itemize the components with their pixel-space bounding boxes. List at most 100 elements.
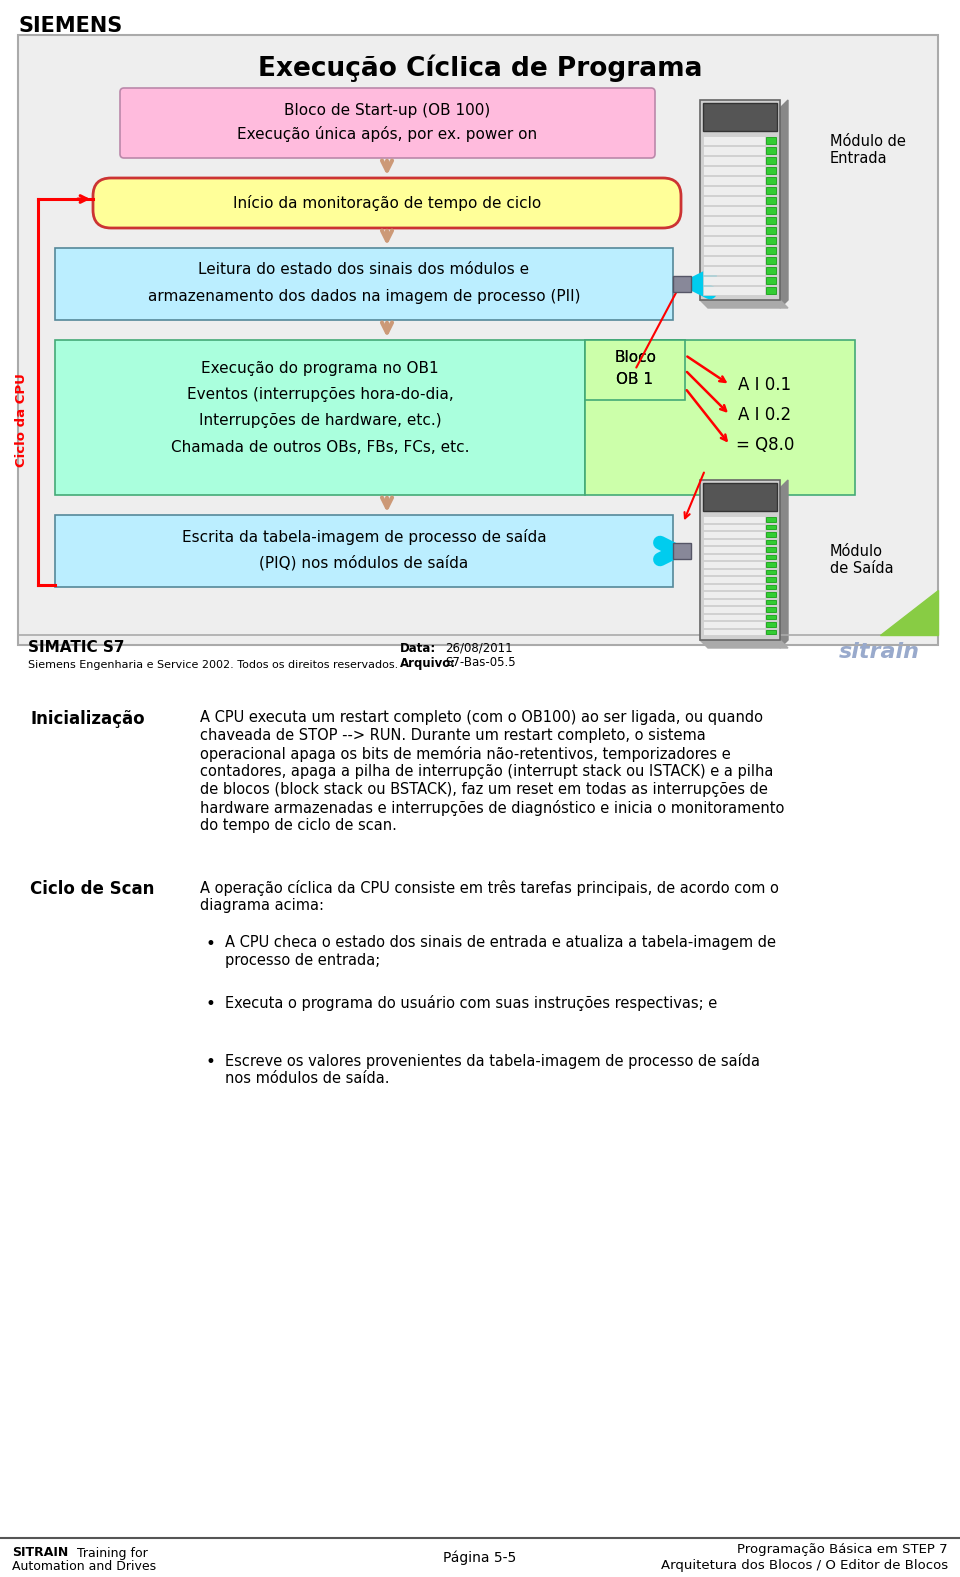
Polygon shape xyxy=(780,99,788,308)
FancyBboxPatch shape xyxy=(766,599,776,604)
Text: Leitura do estado dos sinais dos módulos e: Leitura do estado dos sinais dos módulos… xyxy=(199,262,530,278)
Text: Interrupções de hardware, etc.): Interrupções de hardware, etc.) xyxy=(199,413,442,427)
FancyBboxPatch shape xyxy=(55,341,585,495)
Text: Executa o programa do usuário com suas instruções respectivas; e: Executa o programa do usuário com suas i… xyxy=(225,995,717,1011)
Text: de blocos (block stack ou BSTACK), faz um reset em todas as interrupções de: de blocos (block stack ou BSTACK), faz u… xyxy=(200,782,768,796)
FancyBboxPatch shape xyxy=(766,517,776,522)
FancyBboxPatch shape xyxy=(703,147,765,155)
FancyBboxPatch shape xyxy=(766,137,776,144)
FancyBboxPatch shape xyxy=(766,207,776,214)
FancyBboxPatch shape xyxy=(93,178,681,229)
Text: •: • xyxy=(205,1053,215,1071)
FancyBboxPatch shape xyxy=(703,568,765,576)
Text: Eventos (interrupções hora-do-dia,: Eventos (interrupções hora-do-dia, xyxy=(186,388,453,402)
FancyBboxPatch shape xyxy=(703,156,765,166)
FancyBboxPatch shape xyxy=(673,276,691,292)
Text: A I 0.2: A I 0.2 xyxy=(738,405,792,424)
Text: armazenamento dos dados na imagem de processo (PII): armazenamento dos dados na imagem de pro… xyxy=(148,289,580,303)
Text: Arquivo:: Arquivo: xyxy=(400,656,456,670)
FancyBboxPatch shape xyxy=(766,287,776,293)
FancyBboxPatch shape xyxy=(766,218,776,224)
FancyBboxPatch shape xyxy=(585,341,855,495)
Polygon shape xyxy=(700,300,788,308)
FancyBboxPatch shape xyxy=(55,516,673,587)
FancyBboxPatch shape xyxy=(703,255,765,265)
FancyBboxPatch shape xyxy=(766,621,776,626)
FancyBboxPatch shape xyxy=(703,516,765,522)
FancyBboxPatch shape xyxy=(703,216,765,226)
FancyBboxPatch shape xyxy=(766,569,776,574)
FancyBboxPatch shape xyxy=(766,577,776,582)
FancyBboxPatch shape xyxy=(585,341,685,401)
Text: Bloco: Bloco xyxy=(614,350,656,366)
Text: hardware armazenadas e interrupções de diagnóstico e inicia o monitoramento: hardware armazenadas e interrupções de d… xyxy=(200,800,784,815)
FancyBboxPatch shape xyxy=(766,607,776,612)
Text: nos módulos de saída.: nos módulos de saída. xyxy=(225,1071,390,1087)
FancyBboxPatch shape xyxy=(766,629,776,634)
Text: Bloco: Bloco xyxy=(614,350,656,366)
FancyBboxPatch shape xyxy=(766,278,776,284)
Text: Página 5-5: Página 5-5 xyxy=(444,1550,516,1566)
FancyBboxPatch shape xyxy=(766,267,776,274)
FancyBboxPatch shape xyxy=(703,524,765,530)
Text: Escrita da tabela-imagem de processo de saída: Escrita da tabela-imagem de processo de … xyxy=(181,528,546,546)
FancyBboxPatch shape xyxy=(766,547,776,552)
Text: •: • xyxy=(205,995,215,1012)
Text: S7-Bas-05.5: S7-Bas-05.5 xyxy=(445,656,516,670)
Text: OB 1: OB 1 xyxy=(616,372,654,388)
Polygon shape xyxy=(700,640,788,648)
FancyBboxPatch shape xyxy=(766,188,776,194)
Text: diagrama acima:: diagrama acima: xyxy=(200,897,324,913)
FancyBboxPatch shape xyxy=(703,531,765,538)
Text: Módulo
de Saída: Módulo de Saída xyxy=(830,544,894,576)
Polygon shape xyxy=(880,590,938,636)
FancyBboxPatch shape xyxy=(766,531,776,536)
FancyBboxPatch shape xyxy=(766,257,776,263)
FancyBboxPatch shape xyxy=(703,621,765,628)
FancyBboxPatch shape xyxy=(703,576,765,582)
FancyBboxPatch shape xyxy=(700,99,780,300)
FancyBboxPatch shape xyxy=(703,237,765,244)
FancyBboxPatch shape xyxy=(703,483,777,511)
Text: Arquitetura dos Blocos / O Editor de Blocos: Arquitetura dos Blocos / O Editor de Blo… xyxy=(660,1558,948,1572)
FancyBboxPatch shape xyxy=(703,606,765,612)
FancyBboxPatch shape xyxy=(703,267,765,274)
FancyBboxPatch shape xyxy=(766,561,776,566)
FancyBboxPatch shape xyxy=(766,227,776,233)
FancyBboxPatch shape xyxy=(703,285,765,295)
Text: Bloco de Start-up (OB 100): Bloco de Start-up (OB 100) xyxy=(284,103,491,118)
FancyBboxPatch shape xyxy=(766,555,776,558)
Text: A CPU executa um restart completo (com o OB100) ao ser ligada, ou quando: A CPU executa um restart completo (com o… xyxy=(200,710,763,725)
Text: 26/08/2011: 26/08/2011 xyxy=(445,642,513,654)
FancyBboxPatch shape xyxy=(703,276,765,285)
Text: Siemens Engenharia e Service 2002. Todos os direitos reservados.: Siemens Engenharia e Service 2002. Todos… xyxy=(28,661,398,670)
FancyBboxPatch shape xyxy=(766,197,776,203)
Text: contadores, apaga a pilha de interrupção (interrupt stack ou ISTACK) e a pilha: contadores, apaga a pilha de interrupção… xyxy=(200,763,774,779)
Text: Programação Básica em STEP 7: Programação Básica em STEP 7 xyxy=(737,1542,948,1555)
FancyBboxPatch shape xyxy=(766,591,776,596)
FancyBboxPatch shape xyxy=(703,246,765,255)
Polygon shape xyxy=(780,479,788,648)
Text: Data:: Data: xyxy=(400,642,436,654)
Text: SIEMENS: SIEMENS xyxy=(18,16,122,36)
FancyBboxPatch shape xyxy=(766,615,776,620)
Text: Execução única após, por ex. power on: Execução única após, por ex. power on xyxy=(237,126,538,142)
Text: = Q8.0: = Q8.0 xyxy=(735,435,794,454)
FancyBboxPatch shape xyxy=(766,237,776,244)
FancyBboxPatch shape xyxy=(703,561,765,568)
Text: operacional apaga os bits de memória não-retentivos, temporizadores e: operacional apaga os bits de memória não… xyxy=(200,746,731,762)
FancyBboxPatch shape xyxy=(703,103,777,131)
FancyBboxPatch shape xyxy=(673,542,691,558)
Text: A I 0.1: A I 0.1 xyxy=(738,375,792,394)
FancyBboxPatch shape xyxy=(700,479,780,640)
FancyBboxPatch shape xyxy=(18,35,938,645)
Text: chaveada de STOP --> RUN. Durante um restart completo, o sistema: chaveada de STOP --> RUN. Durante um res… xyxy=(200,729,706,743)
FancyBboxPatch shape xyxy=(766,147,776,155)
FancyBboxPatch shape xyxy=(766,158,776,164)
FancyBboxPatch shape xyxy=(703,166,765,175)
Text: SIMATIC S7: SIMATIC S7 xyxy=(28,640,125,656)
FancyBboxPatch shape xyxy=(55,248,673,320)
FancyBboxPatch shape xyxy=(120,88,655,158)
FancyBboxPatch shape xyxy=(703,583,765,590)
Text: Execução Cíclica de Programa: Execução Cíclica de Programa xyxy=(257,54,703,82)
